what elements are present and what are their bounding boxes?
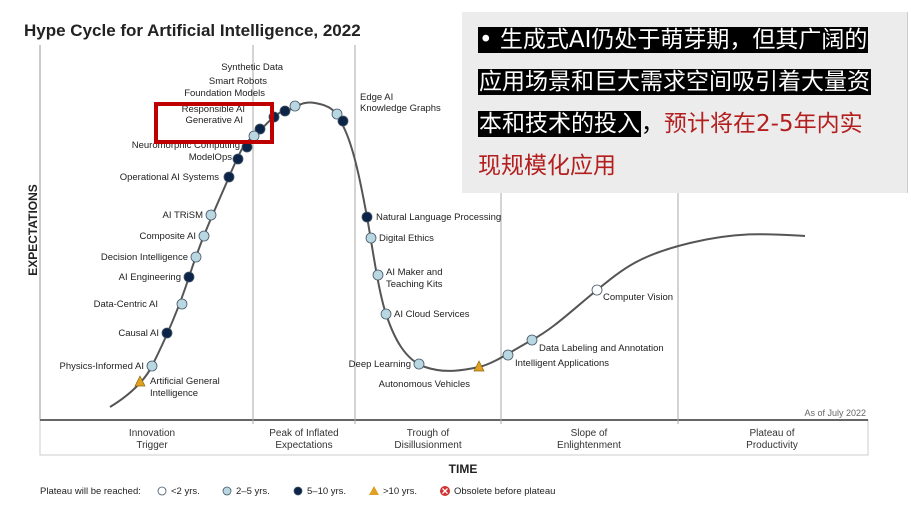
y-axis-label: EXPECTATIONS	[26, 184, 40, 276]
phase-label: Plateau of	[749, 428, 794, 439]
generative-ai-highlight-box	[154, 102, 274, 144]
label-generative-ai: Generative AI	[185, 115, 243, 126]
annotation-line-3c: 预计将在2-5年内实	[664, 111, 863, 137]
label-responsible-ai: Responsible AI	[182, 104, 245, 115]
label-intelligent-applications: Intelligent Applications	[515, 358, 609, 369]
marker-smart-robots	[279, 105, 291, 117]
label-ai-maker-and-teaching-kits: Teaching Kits	[386, 279, 443, 290]
phase-label: Slope of	[571, 428, 608, 439]
x-axis-label: TIME	[449, 462, 478, 476]
legend-label: <2 yrs.	[171, 486, 200, 497]
marker-causal-ai	[161, 327, 173, 339]
annotation-comma: ，	[641, 111, 664, 137]
label-digital-ethics: Digital Ethics	[379, 233, 434, 244]
label-knowledge-graphs: Knowledge Graphs	[360, 103, 441, 114]
phase-label: Expectations	[275, 440, 332, 451]
marker-ai-trism	[205, 209, 217, 221]
marker-autonomous-vehicles	[473, 360, 485, 372]
marker-decision-intelligence	[190, 251, 202, 263]
label-physics-informed-ai: Physics-Informed AI	[60, 361, 144, 372]
annotation-line-4: 现规模化应用	[478, 153, 616, 179]
label-autonomous-vehicles: Autonomous Vehicles	[379, 379, 471, 390]
marker-data-centric-ai	[176, 298, 188, 310]
marker-knowledge-graphs	[337, 115, 349, 127]
phase-label: Productivity	[746, 440, 798, 451]
legend-label: 5–10 yrs.	[307, 486, 346, 497]
label-edge-ai: Edge AI	[360, 92, 393, 103]
label-smart-robots: Smart Robots	[209, 76, 267, 87]
marker-digital-ethics	[365, 232, 377, 244]
legend-white-circle-icon	[157, 486, 167, 496]
label-synthetic-data: Synthetic Data	[221, 62, 283, 73]
label-decision-intelligence: Decision Intelligence	[101, 252, 188, 263]
label-ai-engineering: AI Engineering	[119, 272, 181, 283]
marker-synthetic-data	[289, 100, 301, 112]
label-causal-ai: Causal AI	[118, 328, 159, 339]
legend-title: Plateau will be reached:	[40, 486, 141, 497]
marker-natural-language-processing	[361, 211, 373, 223]
marker-ai-cloud-services	[380, 308, 392, 320]
marker-intelligent-applications	[502, 349, 514, 361]
marker-composite-ai	[198, 230, 210, 242]
marker-physics-informed-ai	[146, 360, 158, 372]
label-computer-vision: Computer Vision	[603, 292, 673, 303]
annotation-line-1: • 生成式AI仍处于萌芽期，但其广阔的	[478, 27, 869, 53]
label-artificial-general-intelligence: Artificial General	[150, 376, 220, 387]
label-data-centric-ai: Data-Centric AI	[94, 299, 158, 310]
label-data-labeling-and-annotation: Data Labeling and Annotation	[539, 343, 664, 354]
phase-label: Trough of	[407, 428, 450, 439]
phase-label: Disillusionment	[394, 440, 461, 451]
label-artificial-general-intelligence: Intelligence	[150, 388, 198, 399]
phase-label: Trigger	[136, 440, 168, 451]
marker-computer-vision	[591, 284, 603, 296]
label-composite-ai: Composite AI	[140, 231, 197, 242]
marker-artificial-general-intelligence	[134, 375, 146, 387]
label-ai-maker-and-teaching-kits: AI Maker and	[386, 267, 443, 278]
legend-label: Obsolete before plateau	[454, 486, 555, 497]
legend-label: 2–5 yrs.	[236, 486, 270, 497]
legend-dark-navy-circle-icon	[293, 486, 303, 496]
label-deep-learning: Deep Learning	[349, 359, 411, 370]
label-ai-cloud-services: AI Cloud Services	[394, 309, 470, 320]
marker-ai-engineering	[183, 271, 195, 283]
annotation-line-3a: 本和技术的投入	[478, 111, 641, 137]
label-operational-ai-systems: Operational AI Systems	[120, 172, 220, 183]
phase-label: Enlightenment	[557, 440, 621, 451]
marker-ai-maker-and-teaching-kits	[372, 269, 384, 281]
marker-operational-ai-systems	[223, 171, 235, 183]
annotation-panel: • 生成式AI仍处于萌芽期，但其广阔的 应用场景和巨大需求空间吸引着大量资 本和…	[462, 12, 908, 193]
label-foundation-models: Foundation Models	[184, 88, 265, 99]
marker-data-labeling-and-annotation	[526, 334, 538, 346]
annotation-line-2: 应用场景和巨大需求空间吸引着大量资	[478, 69, 871, 95]
label-natural-language-processing: Natural Language Processing	[376, 212, 501, 223]
marker-deep-learning	[413, 358, 425, 370]
legend-light-blue-circle-icon	[222, 486, 232, 496]
marker-responsible-ai	[254, 123, 266, 135]
label-modelops: ModelOps	[189, 152, 233, 163]
as-of-date: As of July 2022	[804, 408, 866, 418]
legend-orange-triangle-icon	[369, 486, 379, 495]
label-ai-trism: AI TRiSM	[163, 210, 204, 221]
label-neuromorphic-computing: Neuromorphic Computing	[132, 140, 240, 151]
phase-label: Innovation	[129, 428, 175, 439]
marker-modelops	[232, 153, 244, 165]
phase-label: Peak of Inflated	[269, 428, 339, 439]
marker-edge-ai	[331, 108, 343, 120]
chart-title: Hype Cycle for Artificial Intelligence, …	[24, 21, 361, 40]
legend-label: >10 yrs.	[383, 486, 417, 497]
x-icon	[442, 488, 448, 494]
hype-curve	[109, 101, 806, 408]
